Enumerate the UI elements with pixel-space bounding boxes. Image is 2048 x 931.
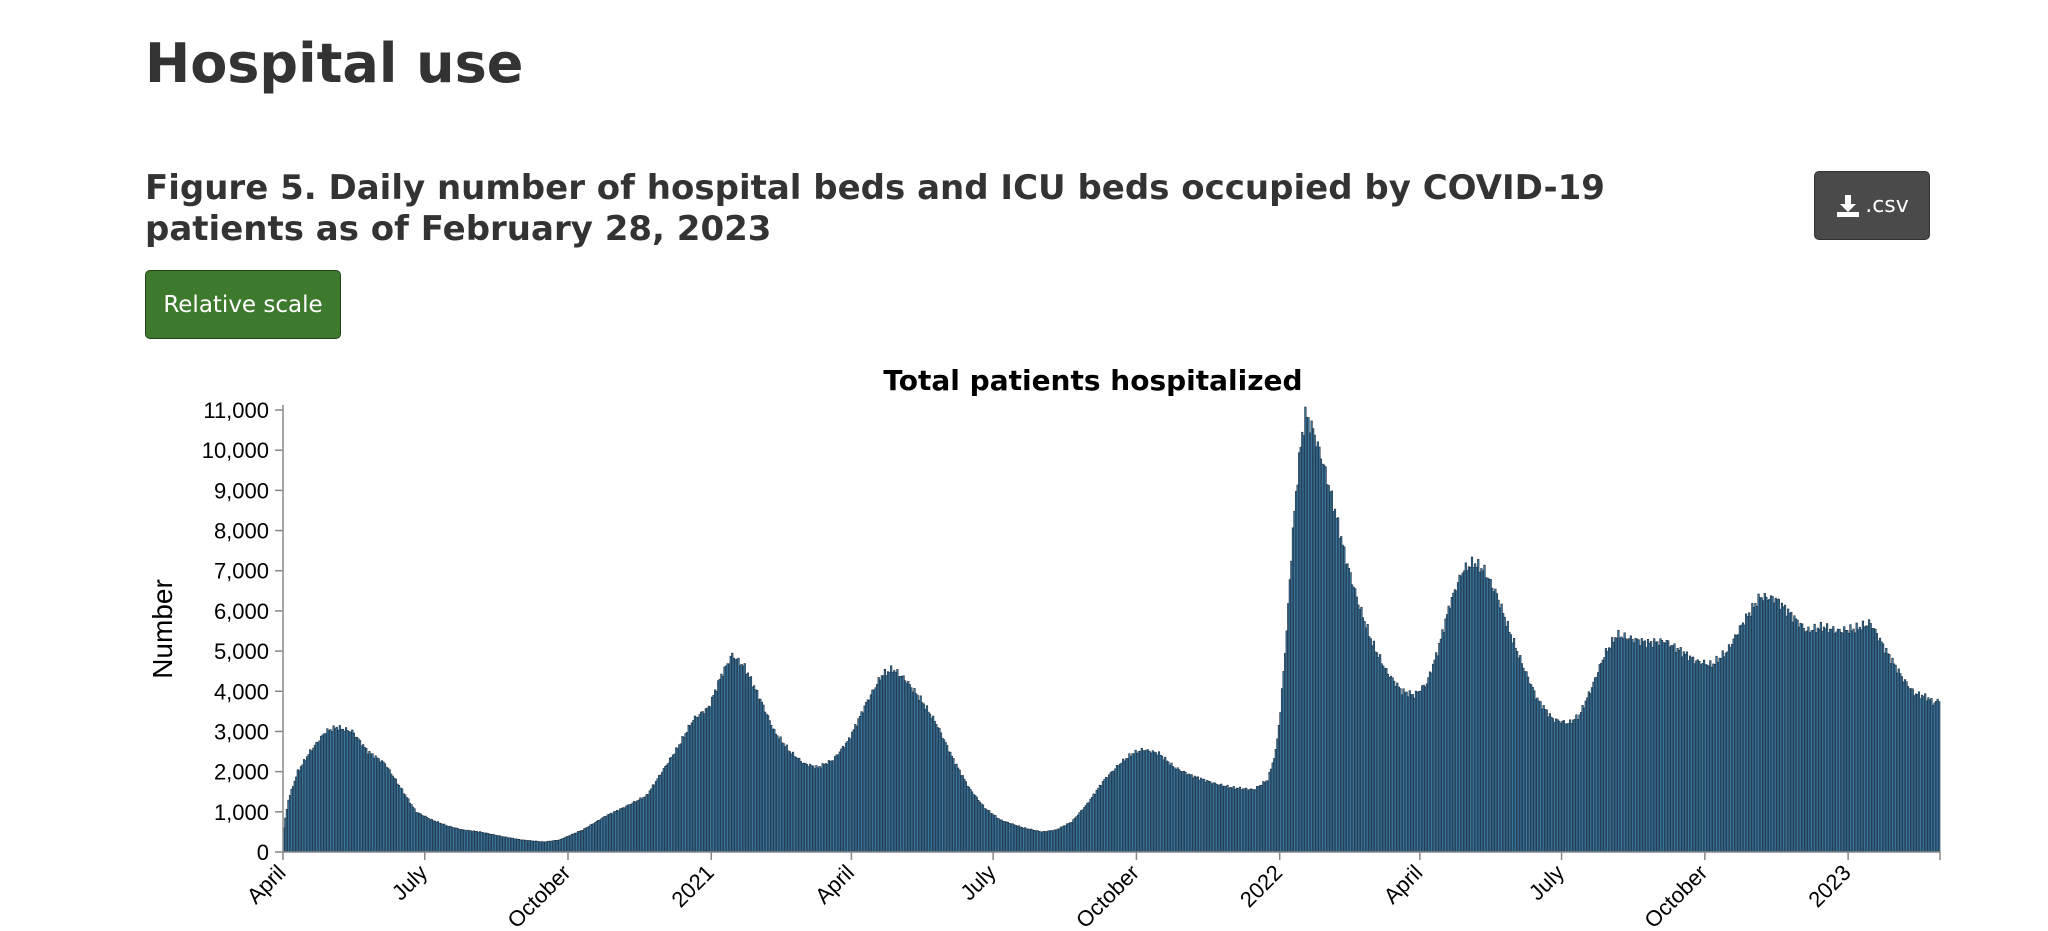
y-tick-label: 4,000 — [214, 679, 269, 704]
relative-scale-button[interactable]: Relative scale — [145, 270, 341, 339]
x-axis: April July October 2021 April July October 2022… — [242, 851, 1941, 931]
y-tick-label: 0 — [257, 840, 269, 865]
y-tick-label: 8,000 — [214, 519, 269, 544]
y-tick-label: 6,000 — [214, 599, 269, 624]
x-tick-label: 2022 — [1235, 860, 1287, 912]
chart-title: Total patients hospitalized — [883, 364, 1302, 397]
y-axis: 0 1,000 2,000 3,000 4,000 5,000 6,000 7,000 8,00… — [202, 398, 284, 865]
y-tick-label: 1,000 — [214, 800, 269, 825]
x-tick-label: July — [955, 860, 1000, 905]
csv-label: .csv — [1865, 193, 1909, 218]
x-tick-label: October — [503, 860, 576, 931]
x-tick-label: 2023 — [1803, 860, 1855, 912]
y-tick-label: 5,000 — [214, 639, 269, 664]
y-axis-title: Number — [147, 579, 178, 679]
y-tick-label: 9,000 — [214, 478, 269, 503]
x-tick-label: April — [810, 860, 859, 909]
x-tick-label: October — [1639, 860, 1712, 931]
y-tick-label: 2,000 — [214, 760, 269, 785]
page-title: Hospital use — [145, 32, 524, 95]
y-tick-label: 10,000 — [202, 438, 269, 463]
x-tick-label: October — [1071, 860, 1144, 931]
y-tick-label: 7,000 — [214, 559, 269, 584]
x-tick-label: April — [242, 860, 291, 909]
y-tick-label: 3,000 — [214, 719, 269, 744]
x-tick-label: April — [1379, 860, 1428, 909]
figure-title: Figure 5. Daily number of hospital beds … — [145, 168, 1605, 249]
x-tick-label: July — [1524, 860, 1569, 905]
y-tick-label: 11,000 — [203, 398, 269, 423]
x-tick-label: July — [387, 860, 432, 905]
bar — [1938, 701, 1941, 853]
x-tick-label: 2021 — [667, 860, 719, 912]
download-csv-button[interactable]: .csv — [1814, 171, 1930, 240]
bars-group — [282, 406, 1941, 853]
download-icon — [1837, 194, 1860, 217]
